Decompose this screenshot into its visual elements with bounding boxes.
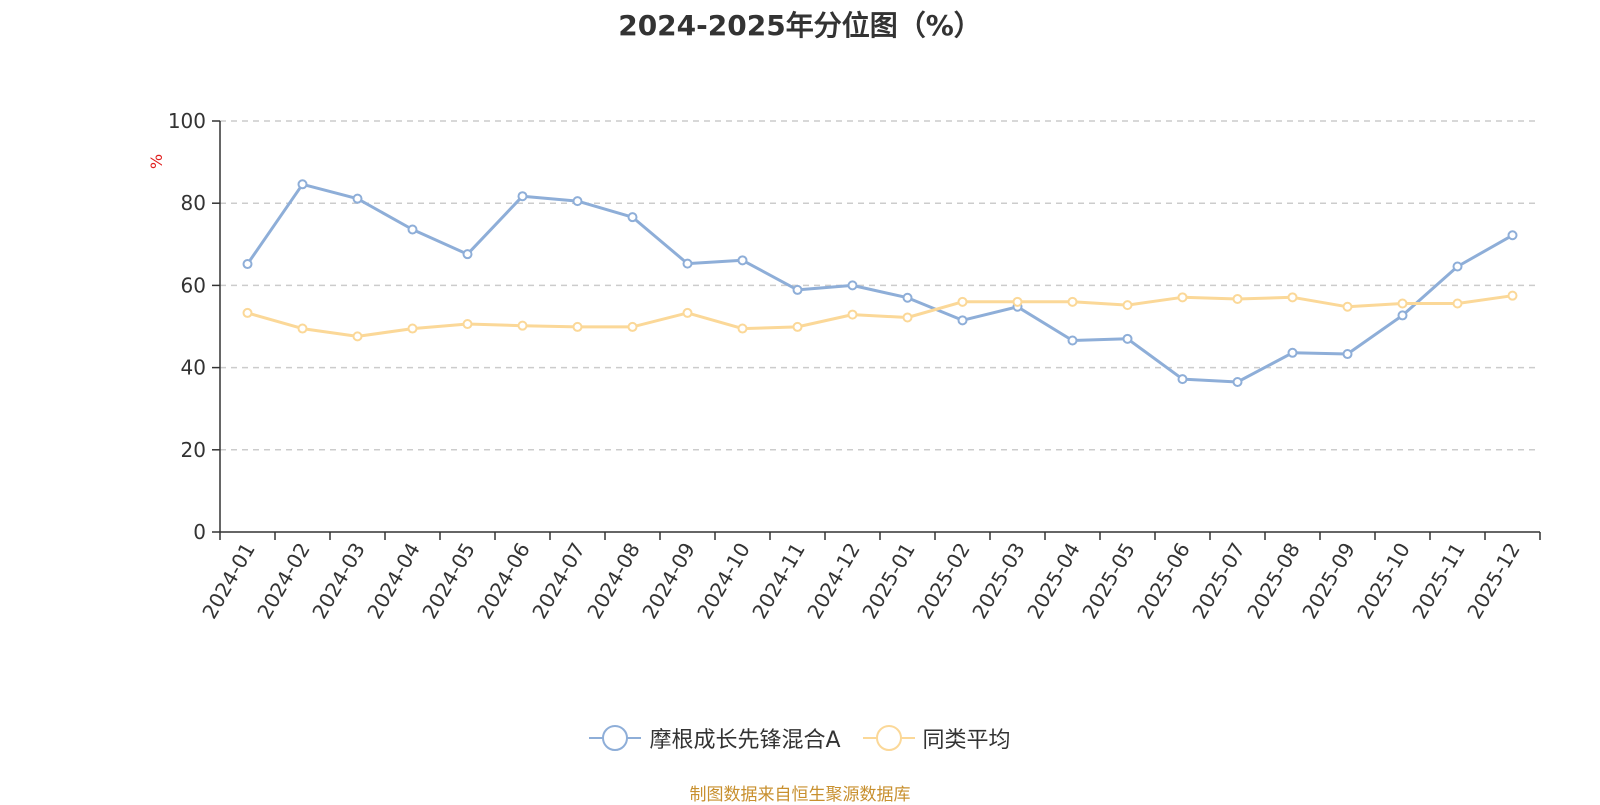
data-point-series-2-2025-02[interactable] [957, 296, 968, 307]
x-tick-label-2024-09: 2024-09 [637, 539, 700, 623]
data-point-series-2-2025-12[interactable] [1507, 290, 1518, 301]
legend-marker-series-1 [589, 725, 642, 751]
legend-label-series-1: 摩根成长先锋混合A [649, 728, 841, 753]
data-point-series-2-2024-12[interactable] [847, 309, 858, 320]
data-point-series-1-2024-11[interactable] [792, 284, 803, 295]
data-point-series-2-2024-01[interactable] [242, 307, 253, 318]
x-tick-label-2025-05: 2025-05 [1077, 539, 1140, 623]
x-tick-label-2025-09: 2025-09 [1297, 539, 1360, 623]
x-tick-label-2024-04: 2024-04 [362, 539, 425, 623]
legend: 摩根成长先锋混合A 同类平均 [0, 722, 1600, 754]
series-line-1 [246, 182, 1514, 384]
data-source-note: 制图数据来自恒生聚源数据库 [689, 785, 911, 805]
y-tick-label-20: 20 [181, 438, 206, 462]
data-point-series-2-2025-03[interactable] [1012, 296, 1023, 307]
grid-lines [220, 120, 1540, 451]
x-tick-label-2024-02: 2024-02 [252, 539, 315, 623]
data-point-series-2-2024-11[interactable] [792, 321, 803, 332]
legend-marker-series-2 [862, 725, 915, 751]
data-point-series-2-2025-04[interactable] [1067, 296, 1078, 307]
x-tick-label-2024-11: 2024-11 [747, 539, 810, 623]
data-point-series-2-2025-09[interactable] [1342, 301, 1353, 312]
data-point-series-2-2025-07[interactable] [1232, 293, 1243, 304]
data-point-series-1-2025-12[interactable] [1507, 230, 1518, 241]
x-tick-label-2025-04: 2025-04 [1022, 539, 1085, 623]
y-tick-label-80: 80 [181, 191, 206, 215]
data-point-series-1-2024-12[interactable] [847, 280, 858, 291]
data-point-series-2-2024-08[interactable] [627, 321, 638, 332]
x-tick-label-2025-08: 2025-08 [1242, 539, 1305, 623]
y-tick-label-60: 60 [181, 273, 206, 297]
x-tick-label-2025-10: 2025-10 [1352, 539, 1415, 623]
x-tick-label-2025-06: 2025-06 [1132, 539, 1195, 623]
y-tick-label-100: 100 [168, 109, 206, 133]
x-tick-label-2024-03: 2024-03 [307, 539, 370, 623]
data-point-series-1-2025-10[interactable] [1397, 310, 1408, 321]
x-tick-label-2024-06: 2024-06 [472, 539, 535, 623]
data-point-series-2-2024-05[interactable] [462, 319, 473, 330]
data-point-series-1-2025-05[interactable] [1122, 333, 1133, 344]
data-point-series-1-2024-06[interactable] [517, 191, 528, 202]
x-tick-label-2024-05: 2024-05 [417, 539, 480, 623]
data-point-series-2-2024-10[interactable] [737, 323, 748, 334]
tick-labels: 020406080100%2024-012024-022024-032024-0… [147, 109, 1525, 623]
data-point-series-2-2025-08[interactable] [1287, 292, 1298, 303]
legend-label-series-2: 同类平均 [922, 728, 1011, 753]
data-point-series-2-2024-09[interactable] [682, 307, 693, 318]
data-point-series-1-2025-07[interactable] [1232, 376, 1243, 387]
data-point-series-1-2024-09[interactable] [682, 258, 693, 269]
data-point-series-1-2025-11[interactable] [1452, 261, 1463, 272]
x-tick-label-2024-08: 2024-08 [582, 539, 645, 623]
data-point-series-2-2025-11[interactable] [1452, 298, 1463, 309]
x-tick-label-2025-11: 2025-11 [1407, 539, 1470, 623]
legend-item-series-2[interactable]: 同类平均 [862, 722, 1011, 754]
y-tick-label-40: 40 [181, 356, 206, 380]
data-point-series-1-2025-04[interactable] [1067, 335, 1078, 346]
data-point-series-2-2024-07[interactable] [572, 321, 583, 332]
data-point-series-1-2024-05[interactable] [462, 249, 473, 260]
data-point-series-2-2025-05[interactable] [1122, 300, 1133, 311]
x-tick-label-2025-12: 2025-12 [1462, 539, 1525, 623]
data-point-series-1-2024-02[interactable] [297, 179, 308, 190]
x-tick-label-2024-01: 2024-01 [197, 539, 260, 623]
data-point-series-1-2025-09[interactable] [1342, 349, 1353, 360]
data-point-series-2-2024-06[interactable] [517, 320, 528, 331]
data-point-series-1-2024-04[interactable] [407, 224, 418, 235]
y-axis-label: % [147, 154, 166, 169]
data-point-series-1-2024-07[interactable] [572, 196, 583, 207]
x-tick-label-2024-10: 2024-10 [692, 539, 755, 623]
chart-title: 2024-2025年分位图（%） [618, 9, 982, 42]
data-point-series-2-2024-04[interactable] [407, 323, 418, 334]
data-point-series-1-2025-08[interactable] [1287, 347, 1298, 358]
axes [212, 120, 1541, 540]
data-point-series-2-2024-02[interactable] [297, 323, 308, 334]
data-point-series-2-2025-01[interactable] [902, 312, 913, 323]
series-line-2 [247, 294, 1513, 338]
x-tick-label-2025-02: 2025-02 [912, 539, 975, 623]
data-point-series-1-2024-08[interactable] [627, 212, 638, 223]
legend-item-series-1[interactable]: 摩根成长先锋混合A [589, 722, 841, 754]
data-point-series-1-2024-10[interactable] [737, 255, 748, 266]
x-tick-label-2024-07: 2024-07 [527, 539, 590, 623]
x-tick-label-2024-12: 2024-12 [802, 539, 865, 623]
data-point-series-2-2025-06[interactable] [1177, 292, 1188, 303]
series-lines [242, 179, 1518, 387]
x-tick-label-2025-03: 2025-03 [967, 539, 1030, 623]
x-tick-label-2025-01: 2025-01 [857, 539, 920, 623]
data-point-series-1-2025-02[interactable] [957, 315, 968, 326]
x-tick-label-2025-07: 2025-07 [1187, 539, 1250, 623]
data-point-series-1-2025-01[interactable] [902, 292, 913, 303]
data-point-series-2-2024-03[interactable] [352, 331, 363, 342]
data-point-series-2-2025-10[interactable] [1397, 298, 1408, 309]
data-point-series-1-2024-03[interactable] [352, 193, 363, 204]
y-tick-label-0: 0 [193, 520, 206, 544]
data-point-series-1-2024-01[interactable] [242, 259, 253, 270]
data-point-series-1-2025-06[interactable] [1177, 374, 1188, 385]
